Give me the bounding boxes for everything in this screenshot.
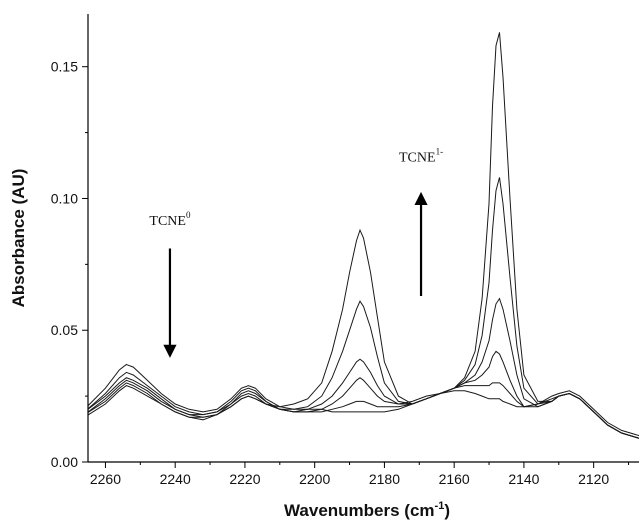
y-axis-title: Absorbance (AU) xyxy=(9,169,28,308)
y-tick-label: 0.10 xyxy=(51,190,78,206)
spectrum-series-5 xyxy=(88,177,639,439)
annotations-layer: TCNE0 TCNE1- xyxy=(149,147,443,358)
spectrum-series-3 xyxy=(88,350,639,439)
x-axis-title: Wavenumbers (cm-1) xyxy=(284,500,450,520)
spectrum-series-4 xyxy=(88,297,639,439)
x-tick-label: 2120 xyxy=(578,471,609,487)
x-tick-label: 2200 xyxy=(299,471,330,487)
x-tick-label: 2160 xyxy=(439,471,470,487)
annotation-1: TCNE0 xyxy=(149,210,191,358)
spectrum-series-6 xyxy=(88,32,639,439)
series-layer xyxy=(88,32,639,439)
x-tick-label: 2220 xyxy=(229,471,260,487)
x-tick-label: 2240 xyxy=(160,471,191,487)
annotation-label: TCNE0 xyxy=(149,210,191,229)
y-tick-label: 0.05 xyxy=(51,322,78,338)
annotation-label: TCNE1- xyxy=(399,147,443,166)
y-tick-label: 0.15 xyxy=(51,59,78,75)
annotation-2: TCNE1- xyxy=(399,147,443,296)
x-tick-label: 2140 xyxy=(508,471,539,487)
y-tick-label: 0.00 xyxy=(51,454,78,470)
x-tick-label: 2180 xyxy=(369,471,400,487)
spectrum-series-1 xyxy=(88,363,639,437)
x-tick-label: 2260 xyxy=(90,471,121,487)
axes-layer: 2260 2240 2220 2200 2180 2160 2140 2120 0.00 0.05… xyxy=(9,14,639,520)
